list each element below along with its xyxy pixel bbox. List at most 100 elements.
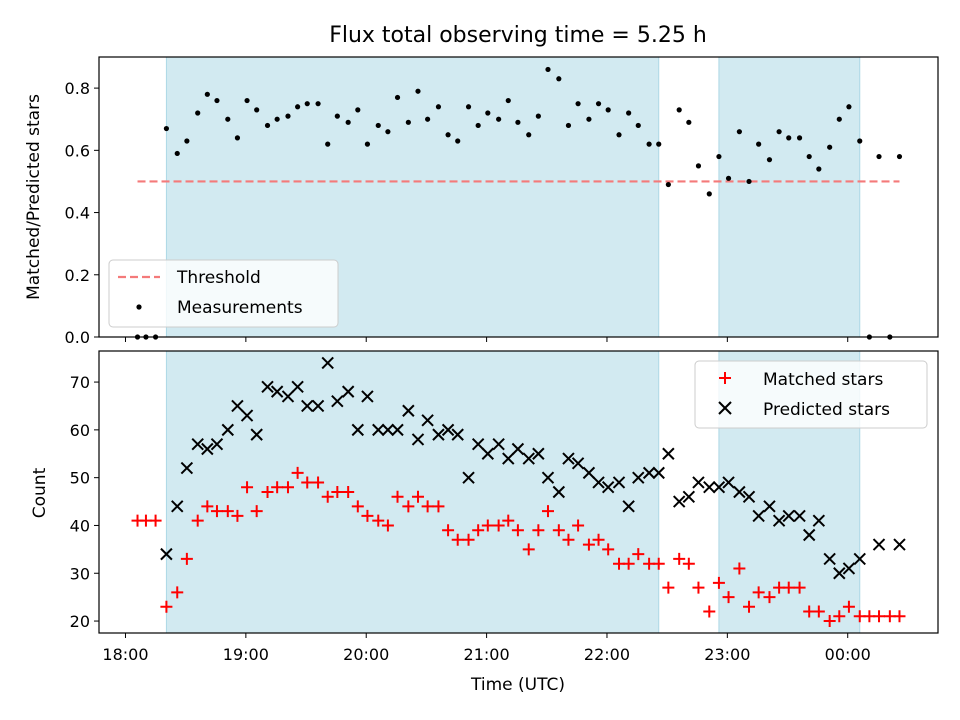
- predicted-star-point: [722, 476, 735, 489]
- measurement-point: [385, 129, 391, 135]
- predicted-star-point: [872, 538, 886, 551]
- matched-star-point: [692, 581, 705, 594]
- measurement-point: [635, 122, 641, 129]
- matched-star-point: [210, 505, 223, 518]
- matched-star-point: [372, 514, 385, 527]
- predicted-star-point: [231, 399, 244, 413]
- panel-counts-y-axis: 20 30 40 50 60 70: [70, 373, 99, 631]
- matched-star-point: [321, 490, 334, 503]
- panel-ratio-ylabel: Matched/Predicted stars: [24, 94, 44, 300]
- x-tick-label: 18:00: [102, 645, 148, 664]
- measurement-point: [254, 107, 260, 113]
- predicted-star-point: [250, 428, 263, 441]
- measurement-point: [375, 122, 381, 129]
- matched-star-point: [743, 600, 756, 613]
- measurement-point: [285, 113, 291, 119]
- panel-ratio-x-ticks: [124, 337, 849, 342]
- measurement-point: [345, 119, 351, 125]
- predicted-star-point: [291, 380, 304, 394]
- measurement-point: [836, 116, 842, 122]
- matched-star-point: [622, 557, 635, 570]
- matched-star-point: [351, 500, 364, 513]
- matched-star-point: [632, 548, 645, 561]
- predicted-star-point: [321, 356, 334, 370]
- predicted-star-point: [552, 485, 566, 499]
- predicted-star-point: [381, 423, 395, 437]
- matched-star-point: [149, 514, 162, 527]
- measurement-point: [244, 97, 250, 104]
- predicted-star-point: [752, 509, 765, 523]
- panel-counts-x-axis: 18:00 19:00 20:00 21:00 22:00 23:00 00:00: [102, 633, 871, 664]
- panel-counts-marks: [131, 356, 906, 628]
- observing-interval-shade: [165, 350, 660, 634]
- measurement-point: [816, 166, 822, 172]
- measurement-point: [646, 141, 652, 147]
- matched-star-point: [552, 524, 565, 537]
- predicted-star-point: [682, 490, 696, 503]
- matched-star-point: [763, 591, 776, 604]
- measurement-point: [786, 135, 792, 141]
- measurement-point: [586, 116, 592, 122]
- panel-ratio-y-axis: 0.0 0.2 0.4 0.6 0.8: [65, 79, 99, 347]
- measurement-point: [857, 138, 863, 144]
- predicted-star-point: [763, 500, 776, 513]
- matched-star-point: [662, 581, 675, 594]
- legend-counts-box: [694, 360, 928, 429]
- y-tick-label: 50: [70, 469, 90, 488]
- matched-star-point: [191, 514, 204, 527]
- predicted-star-point: [301, 399, 314, 413]
- predicted-star-point: [331, 394, 344, 408]
- measurement-point: [475, 122, 481, 129]
- measurement-point: [234, 135, 241, 141]
- matched-star-point: [673, 552, 686, 565]
- measurement-point: [556, 76, 562, 82]
- matched-star-point: [291, 466, 304, 479]
- measurement-point: [736, 129, 742, 135]
- matched-star-point: [511, 524, 524, 537]
- predicted-star-point: [511, 442, 525, 456]
- measurement-point: [315, 101, 321, 107]
- predicted-star-point: [270, 385, 284, 398]
- x-tick-label: 00:00: [825, 645, 871, 664]
- predicted-star-point: [712, 481, 726, 494]
- predicted-star-point: [372, 423, 385, 437]
- matched-star-point: [893, 610, 906, 623]
- measurement-point: [184, 138, 190, 144]
- matched-star-point: [331, 486, 344, 498]
- measurement-point: [616, 132, 622, 138]
- matched-star-point: [782, 581, 795, 594]
- measurement-point: [174, 150, 180, 157]
- y-tick-label: 30: [70, 564, 90, 583]
- measurement-point: [264, 122, 271, 129]
- y-tick-label: 0.2: [65, 266, 90, 285]
- measurement-point: [496, 116, 502, 122]
- predicted-star-point: [160, 547, 173, 561]
- matched-star-point: [602, 543, 615, 556]
- observing-interval-shade: [718, 56, 861, 338]
- matched-star-point: [402, 500, 415, 513]
- y-tick-label: 20: [70, 612, 90, 631]
- matched-star-point: [823, 615, 836, 628]
- measurement-point: [756, 141, 762, 147]
- measurement-point: [605, 107, 611, 113]
- measurement-point: [195, 110, 201, 116]
- measurement-point: [214, 97, 220, 104]
- matched-star-point: [312, 476, 325, 489]
- predicted-star-point: [601, 481, 615, 494]
- legend-threshold-label: Threshold: [176, 268, 261, 288]
- predicted-star-point: [782, 509, 795, 523]
- predicted-star-point: [201, 442, 214, 456]
- matched-star-point: [842, 600, 855, 613]
- legend-measurement-label: Measurements: [177, 298, 303, 318]
- measurement-point: [746, 178, 752, 185]
- matched-star-point: [752, 586, 765, 599]
- predicted-star-point: [642, 466, 656, 480]
- legend-matched-label: Matched stars: [763, 370, 883, 390]
- matched-star-point: [391, 490, 404, 503]
- predicted-star-point: [171, 500, 184, 513]
- matched-star-point: [481, 519, 494, 532]
- predicted-star-point: [893, 538, 906, 551]
- chart-title: Flux total observing time = 5.25 h: [329, 23, 707, 48]
- measurement-point: [575, 101, 581, 107]
- predicted-star-point: [451, 428, 464, 441]
